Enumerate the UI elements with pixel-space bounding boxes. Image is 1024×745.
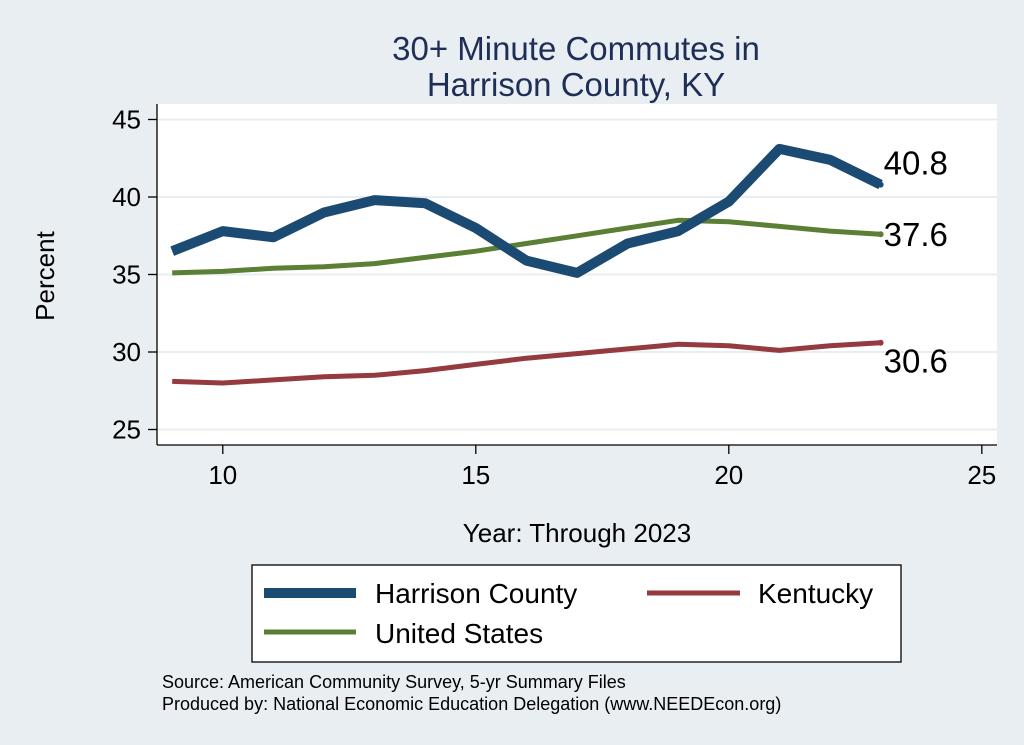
x-tick-label-15: 15	[461, 460, 490, 490]
y-tick-label-25: 25	[112, 415, 141, 445]
chart-title-line-2: Harrison County, KY	[427, 66, 725, 103]
series-line-harrison-county	[170, 143, 883, 278]
y-axis-title: Percent	[30, 230, 60, 320]
y-tick-label-30: 30	[112, 337, 141, 367]
y-tick-label-45: 45	[112, 105, 141, 135]
series-line-kentucky	[172, 340, 881, 386]
legend-label-harrison-county: Harrison County	[375, 578, 577, 609]
series-endpoint-united-states	[877, 231, 884, 238]
series-endpoint-kentucky	[877, 339, 884, 346]
end-label-kentucky: 30.6	[884, 343, 948, 380]
axes: 25 30 35 40 45 10 15 20 25	[112, 104, 997, 490]
x-axis-title: Year: Through 2023	[463, 518, 691, 548]
end-label-united-states: 37.6	[884, 216, 948, 253]
legend-box	[251, 564, 902, 663]
series-lines	[170, 143, 884, 386]
chart-title-line-1: 30+ Minute Commutes in	[392, 30, 760, 67]
series-line-united-states	[172, 217, 881, 276]
x-tick-label-10: 10	[208, 460, 237, 490]
legend-label-kentucky: Kentucky	[758, 578, 873, 609]
producer-note: Produced by: National Economic Education…	[162, 694, 781, 714]
y-tick-label-40: 40	[112, 182, 141, 212]
legend-label-united-states: United States	[375, 618, 543, 649]
x-tick-label-25: 25	[967, 460, 996, 490]
legend: Harrison County Kentucky United States	[251, 564, 902, 663]
source-note: Source: American Community Survey, 5-yr …	[162, 672, 626, 692]
series-endpoint-harrison-county	[877, 181, 884, 188]
y-tick-label-35: 35	[112, 260, 141, 290]
end-labels: 40.8 30.6 37.6	[884, 145, 948, 380]
x-tick-label-20: 20	[714, 460, 743, 490]
end-label-harrison-county: 40.8	[884, 145, 948, 182]
